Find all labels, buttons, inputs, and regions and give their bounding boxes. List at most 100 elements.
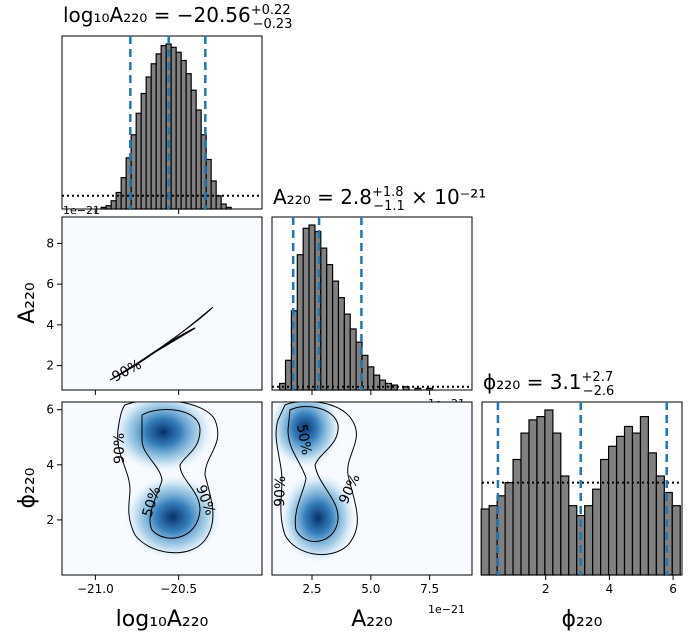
hist-bar xyxy=(536,416,546,576)
panel-hist-log10A: log₁₀A₂₂₀ = −20.56+0.22 −0.23 1e−21 xyxy=(61,3,292,217)
hist-bar xyxy=(100,206,107,210)
hist-bar xyxy=(504,482,514,576)
hist-bar xyxy=(326,264,334,391)
x-tick-label: 2.5 xyxy=(302,582,321,596)
contour-label: 90% xyxy=(272,475,289,507)
hist-bar xyxy=(560,475,570,576)
contour-label: 50% xyxy=(293,423,314,456)
hist-bar xyxy=(592,488,602,576)
x-tick-label: −21.0 xyxy=(77,582,114,596)
hist-bar xyxy=(331,280,340,391)
hist-bar xyxy=(140,92,147,210)
hist-bar xyxy=(373,374,381,391)
hist-bar xyxy=(615,435,626,576)
contour-90 xyxy=(109,306,214,381)
axes-frame xyxy=(61,216,263,391)
hist-bar xyxy=(160,45,167,210)
hist-bar xyxy=(343,313,351,391)
hist-bar xyxy=(361,354,369,391)
hist-bar xyxy=(584,505,594,576)
hist-bar xyxy=(296,254,304,391)
y-tick-label: 8 xyxy=(46,236,54,250)
contour-90 xyxy=(275,402,358,556)
hist-bar xyxy=(308,224,316,391)
hist-bar xyxy=(671,505,681,576)
panel-hist-A: A₂₂₀ = 2.8+1.8−1.1 × 10⁻²¹ 1e−21 xyxy=(271,185,486,410)
panel-2d-log10A-A: 90% xyxy=(61,216,263,391)
hist-bar xyxy=(205,158,212,210)
hist-bar xyxy=(655,475,665,576)
hist-bar xyxy=(145,76,152,210)
x-tick-label: 7.5 xyxy=(420,582,439,596)
contour-50 xyxy=(287,406,339,542)
hist-bar xyxy=(631,432,642,576)
hist-bar xyxy=(180,59,187,210)
hist-bar xyxy=(379,379,387,391)
panel-2d-log10A-phi: 90% 50% 90% xyxy=(61,401,263,576)
hist-bar xyxy=(130,134,137,210)
hist-bar xyxy=(623,425,634,576)
hist-bar xyxy=(544,409,554,576)
y-tick-label: 4 xyxy=(46,318,54,332)
ylabel-phi: ϕ₂₂₀ xyxy=(15,467,40,508)
hist-bar xyxy=(520,432,530,576)
ylabel-A: A₂₂₀ xyxy=(15,282,40,324)
title-log10A: log₁₀A₂₂₀ = −20.56+0.22 −0.23 xyxy=(63,3,292,32)
hist-bar xyxy=(528,419,538,576)
y-tick-label: 2 xyxy=(46,513,54,527)
hist-bar xyxy=(480,508,490,576)
x-tick-label: 2 xyxy=(542,582,550,596)
hist-bar xyxy=(185,73,192,210)
contours xyxy=(109,306,214,381)
xlabel-log10A: log₁₀A₂₂₀ xyxy=(116,607,209,632)
x-tick-label: 5.0 xyxy=(361,582,380,596)
hist-bar xyxy=(302,227,310,391)
hist-bar xyxy=(220,203,227,210)
panel-hist-phi: ϕ₂₂₀ = 3.1+2.7 −2.6 xyxy=(480,370,683,576)
hist-bar xyxy=(600,458,610,576)
hist-bar xyxy=(215,195,222,210)
hist-bar xyxy=(426,387,434,391)
hist-bar xyxy=(175,51,182,210)
contour-50 xyxy=(141,409,201,539)
hist-bar xyxy=(195,109,202,210)
hist-bar xyxy=(190,89,197,210)
hist-bar xyxy=(150,63,157,210)
hist-bar xyxy=(647,452,657,576)
hist-bar xyxy=(110,200,117,210)
panel-2d-A-phi: 50% 90% 90% xyxy=(271,401,473,576)
hist-bar xyxy=(135,112,142,210)
contour-90 xyxy=(117,402,219,554)
hist-bar xyxy=(414,387,422,391)
hist-bar xyxy=(155,53,162,210)
contour-label: 90% xyxy=(112,433,128,464)
density-mode-upper xyxy=(113,402,213,472)
x-tick-label: 6 xyxy=(669,582,677,596)
hist-bar xyxy=(337,297,345,391)
hist-bar xyxy=(105,205,112,210)
y-tick-label: 6 xyxy=(46,403,54,417)
density-mode-lower xyxy=(280,473,356,563)
hist-bar xyxy=(284,359,293,391)
y-tick-label: 2 xyxy=(46,359,54,373)
hist-bar xyxy=(639,416,650,576)
hist-bar xyxy=(607,445,618,576)
hist-bar xyxy=(552,432,562,576)
hist-bar xyxy=(349,328,357,391)
hist-bar xyxy=(170,46,177,210)
title-A: A₂₂₀ = 2.8+1.8 −1.1 × 10⁻²¹ xyxy=(273,185,486,214)
hist-bar xyxy=(402,386,410,391)
hist-bar xyxy=(488,505,498,576)
offset-text-log10A: 1e−21 xyxy=(63,204,100,217)
x-tick-label: 4 xyxy=(606,582,614,596)
hist-bar xyxy=(120,177,127,210)
hist-bar xyxy=(568,505,578,576)
offset-text-A-x: 1e−21 xyxy=(428,603,465,616)
hist-bar xyxy=(512,458,522,576)
hist-bar xyxy=(225,206,232,210)
contour-50 xyxy=(149,327,196,356)
xlabel-phi: ϕ₂₂₀ xyxy=(562,607,603,632)
xlabel-A: A₂₂₀ xyxy=(351,607,393,632)
title-phi: ϕ₂₂₀ = 3.1+2.7 −2.6 xyxy=(483,370,614,399)
